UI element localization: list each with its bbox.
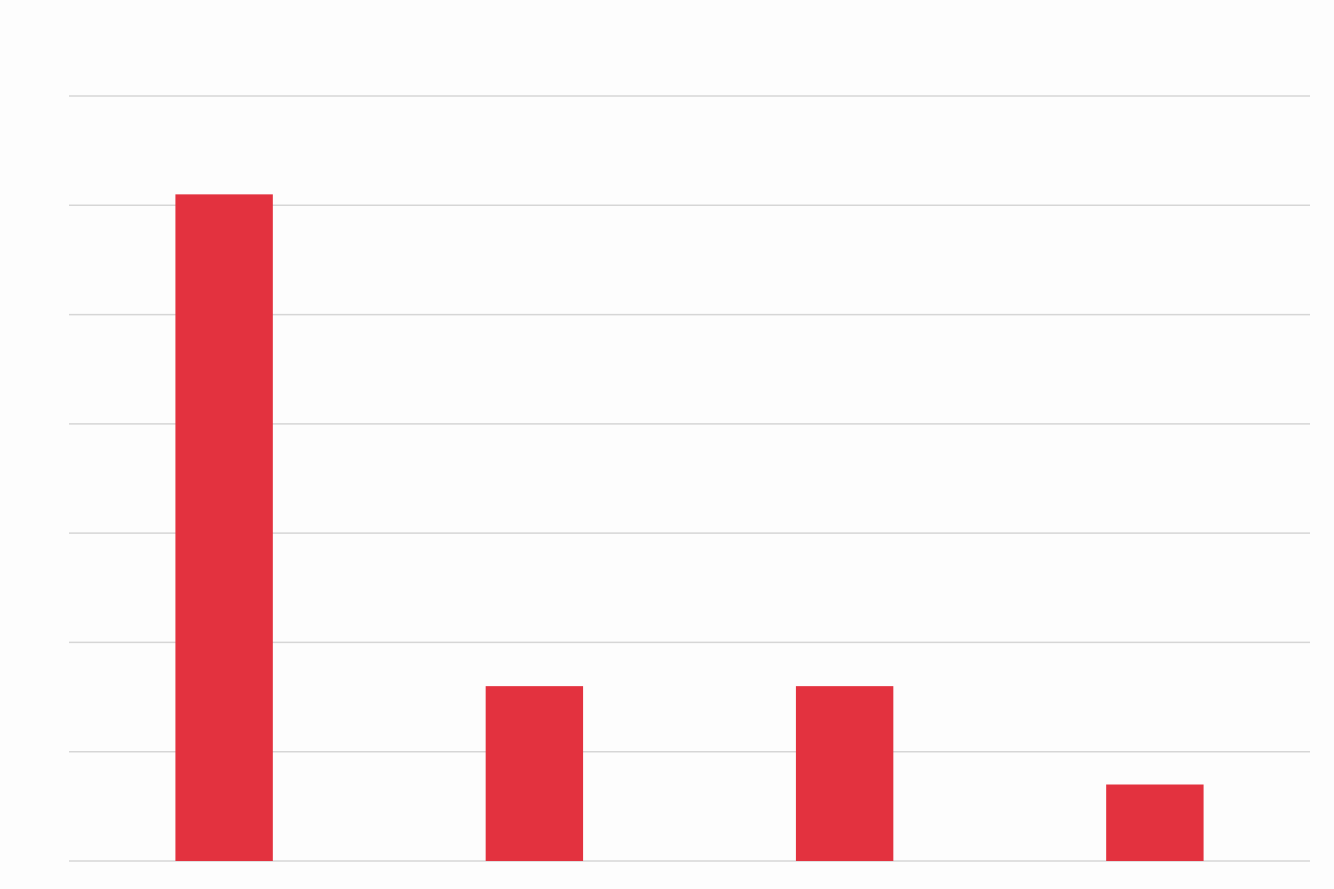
bar <box>1106 784 1204 861</box>
bar <box>175 194 273 861</box>
bar <box>795 686 894 861</box>
bar <box>485 686 584 861</box>
